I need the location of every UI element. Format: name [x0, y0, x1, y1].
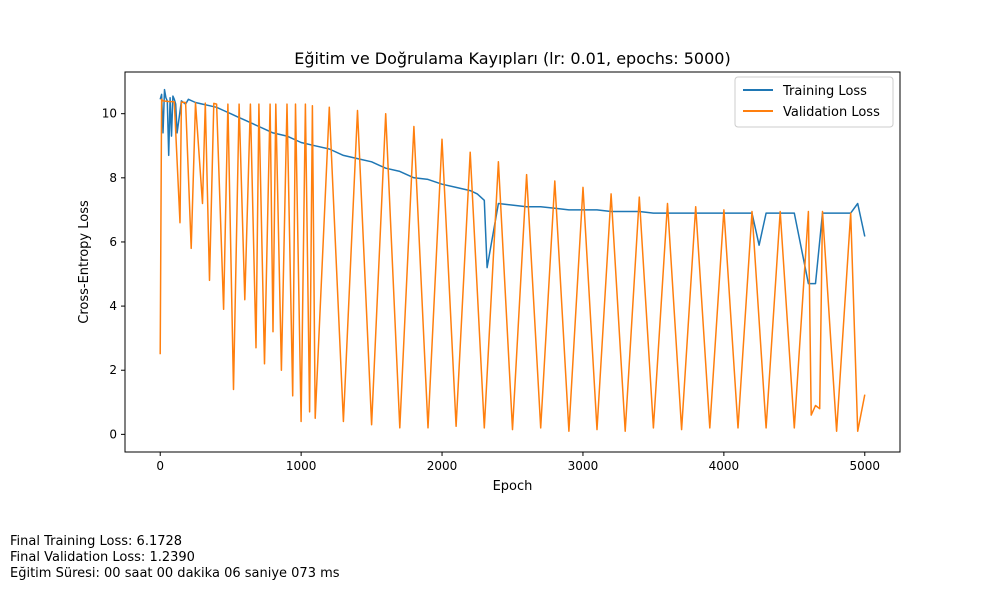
x-tick-label: 3000 — [568, 459, 599, 473]
y-tick-label: 2 — [109, 363, 117, 377]
x-axis: 0 1000 2000 3000 4000 5000 — [156, 452, 880, 473]
training-time: Eğitim Süresi: 00 saat 00 dakika 06 sani… — [10, 566, 340, 581]
y-tick-label: 10 — [102, 107, 117, 121]
x-tick-label: 0 — [156, 459, 164, 473]
legend-box — [734, 76, 894, 128]
x-axis-label: Epoch — [493, 479, 533, 494]
final-validation-loss: Final Validation Loss: 1.2390 — [10, 550, 195, 565]
chart-title: Eğitim ve Doğrulama Kayıpları (lr: 0.01,… — [294, 49, 730, 68]
x-tick-label: 4000 — [709, 459, 740, 473]
x-tick-label: 5000 — [849, 459, 880, 473]
y-axis-label: Cross-Entropy Loss — [77, 200, 92, 324]
y-tick-label: 4 — [109, 299, 117, 313]
legend-label-training: Training Loss — [782, 84, 867, 99]
y-tick-label: 0 — [109, 427, 117, 441]
series-line-validation — [159, 98, 866, 432]
y-tick-label: 6 — [109, 235, 117, 249]
final-training-loss: Final Training Loss: 6.1728 — [10, 534, 183, 549]
y-tick-label: 8 — [109, 171, 117, 185]
x-tick-label: 2000 — [427, 459, 458, 473]
plot-frame — [124, 71, 901, 453]
series-layer — [159, 88, 866, 432]
legend-label-validation: Validation Loss — [783, 105, 880, 120]
series-line-training — [159, 88, 866, 285]
x-tick-label: 1000 — [286, 459, 317, 473]
y-axis: 0 2 4 6 8 10 — [102, 107, 125, 441]
legend: Training Loss Validation Loss — [734, 76, 894, 128]
